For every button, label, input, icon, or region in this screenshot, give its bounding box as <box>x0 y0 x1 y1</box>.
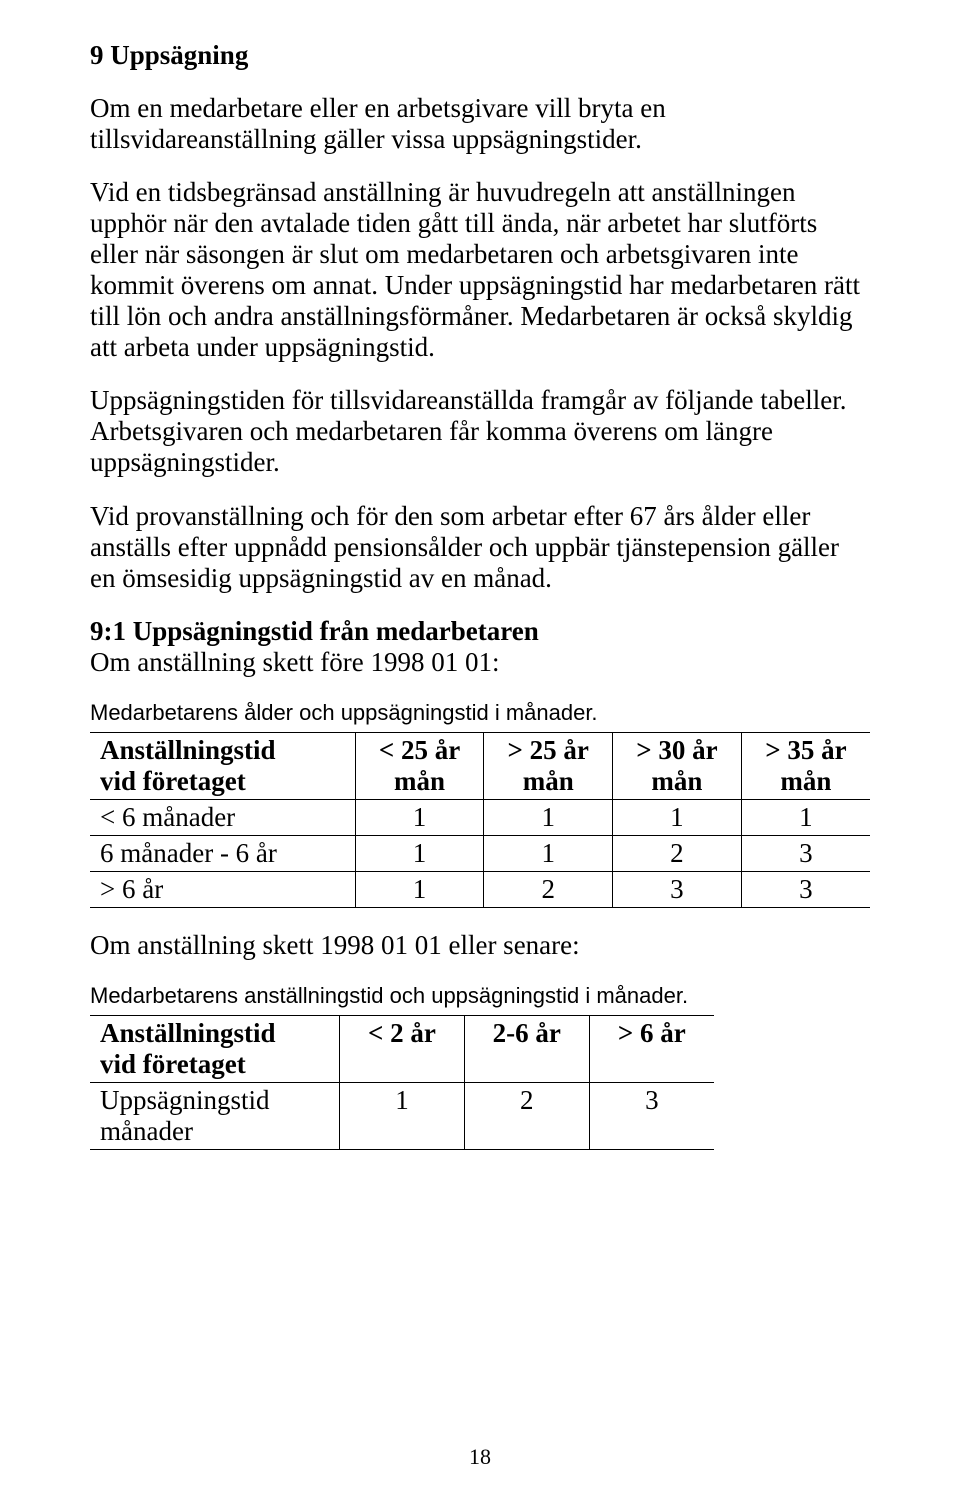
cell: 1 <box>484 835 613 871</box>
section-heading: 9 Uppsägning <box>90 40 870 71</box>
table-age-notice: Anställningstid vid företaget < 25 årmån… <box>90 732 870 908</box>
paragraph-probation: Vid provanställning och för den som arbe… <box>90 501 870 594</box>
col-header: > 6 år <box>589 1015 714 1082</box>
cell: 1 <box>355 835 484 871</box>
table-row: Anställningstid vid företaget < 2 år 2-6… <box>90 1015 714 1082</box>
cell: 2 <box>484 871 613 907</box>
row-label: < 6 månader <box>90 799 355 835</box>
cell: 1 <box>484 799 613 835</box>
row-label: > 6 år <box>90 871 355 907</box>
cell: 1 <box>613 799 742 835</box>
col-header: < 25 årmån <box>355 732 484 799</box>
paragraph-tables-note: Uppsägningstiden för tillsvidareanställd… <box>90 385 870 478</box>
cell: 1 <box>741 799 870 835</box>
cell: 3 <box>741 835 870 871</box>
paragraph-rule: Vid en tidsbegränsad anställning är huvu… <box>90 177 870 363</box>
cell: 1 <box>340 1082 465 1149</box>
cell: 1 <box>355 871 484 907</box>
paragraph-intro: Om en medarbetare eller en arbetsgivare … <box>90 93 870 155</box>
between-tables-line: Om anställning skett 1998 01 01 eller se… <box>90 930 870 961</box>
cell: 2 <box>613 835 742 871</box>
col-header: > 30 årmån <box>613 732 742 799</box>
table1-caption: Medarbetarens ålder och uppsägningstid i… <box>90 700 870 726</box>
col-header: > 35 årmån <box>741 732 870 799</box>
col-header: < 2 år <box>340 1015 465 1082</box>
page-number: 18 <box>0 1444 960 1470</box>
page: 9 Uppsägning Om en medarbetare eller en … <box>0 0 960 1500</box>
cell: 3 <box>589 1082 714 1149</box>
table-row: Anställningstid vid företaget < 25 årmån… <box>90 732 870 799</box>
table2-caption: Medarbetarens anställningstid och uppsäg… <box>90 983 870 1009</box>
row-header: Anställningstid vid företaget <box>90 732 355 799</box>
cell: 3 <box>613 871 742 907</box>
subsection-condition: Om anställning skett före 1998 01 01: <box>90 647 499 677</box>
cell: 3 <box>741 871 870 907</box>
table-tenure-notice: Anställningstid vid företaget < 2 år 2-6… <box>90 1015 714 1150</box>
col-header: 2-6 år <box>464 1015 589 1082</box>
table-row: 6 månader - 6 år 1 1 2 3 <box>90 835 870 871</box>
cell: 1 <box>355 799 484 835</box>
row-header: Anställningstid vid företaget <box>90 1015 340 1082</box>
table-row: Uppsägningstid månader 1 2 3 <box>90 1082 714 1149</box>
cell: 2 <box>464 1082 589 1149</box>
subsection-heading: 9:1 Uppsägningstid från medarbetaren <box>90 616 539 646</box>
row-label: Uppsägningstid månader <box>90 1082 340 1149</box>
col-header: > 25 årmån <box>484 732 613 799</box>
table-row: > 6 år 1 2 3 3 <box>90 871 870 907</box>
table-row: < 6 månader 1 1 1 1 <box>90 799 870 835</box>
subsection-block: 9:1 Uppsägningstid från medarbetaren Om … <box>90 616 870 678</box>
row-label: 6 månader - 6 år <box>90 835 355 871</box>
